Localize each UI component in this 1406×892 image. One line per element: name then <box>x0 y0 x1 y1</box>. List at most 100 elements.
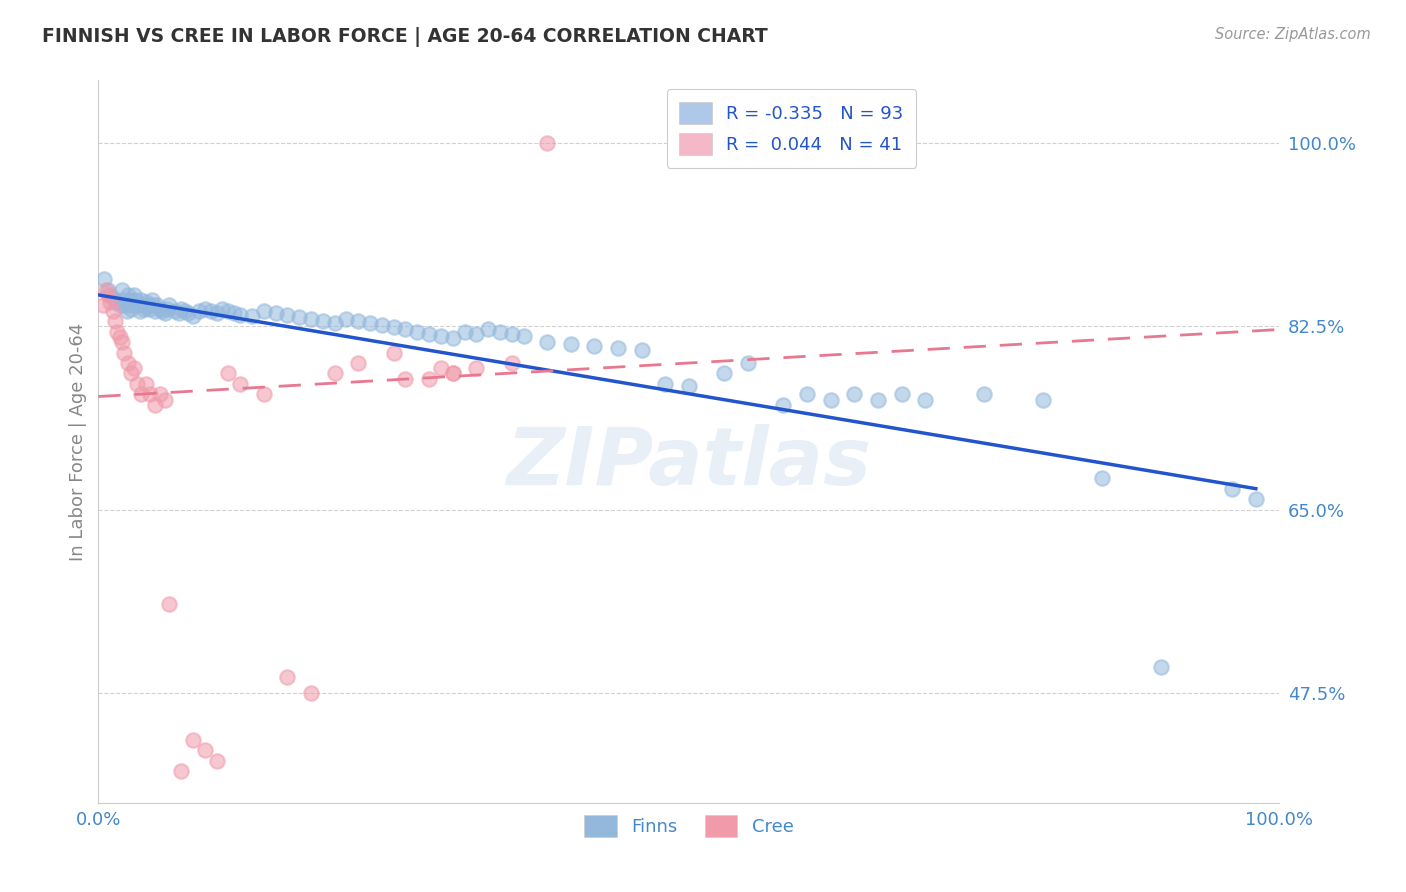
Point <box>441 367 464 381</box>
Point <box>418 326 440 341</box>
Point <box>371 318 394 333</box>
Point <box>177 306 200 320</box>
Point <box>312 314 335 328</box>
Point <box>157 597 180 611</box>
Point <box>153 306 176 320</box>
Point <box>465 326 488 341</box>
Point <box>441 331 464 345</box>
Point <box>973 387 995 401</box>
Point <box>335 312 357 326</box>
Point <box>111 334 134 349</box>
Point <box>430 328 453 343</box>
Point <box>890 387 912 401</box>
Point <box>165 303 187 318</box>
Text: ZIPatlas: ZIPatlas <box>506 425 872 502</box>
Point <box>194 743 217 757</box>
Point <box>394 372 416 386</box>
Point <box>128 303 150 318</box>
Point <box>229 376 252 391</box>
Point <box>224 306 246 320</box>
Point <box>866 392 889 407</box>
Point <box>124 293 146 308</box>
Point <box>108 298 131 312</box>
Point <box>323 316 346 330</box>
Point <box>170 764 193 779</box>
Point <box>105 295 128 310</box>
Point <box>240 309 263 323</box>
Point <box>264 306 287 320</box>
Point <box>117 288 139 302</box>
Point <box>796 387 818 401</box>
Point <box>136 298 159 312</box>
Point <box>288 310 311 324</box>
Point <box>489 325 512 339</box>
Point <box>382 320 405 334</box>
Point <box>111 293 134 308</box>
Point <box>418 372 440 386</box>
Point <box>108 330 131 344</box>
Point <box>820 392 842 407</box>
Point <box>101 291 124 305</box>
Point <box>105 325 128 339</box>
Point <box>453 325 475 339</box>
Point <box>1032 392 1054 407</box>
Point <box>134 301 156 316</box>
Point <box>465 361 488 376</box>
Point <box>560 337 582 351</box>
Point <box>359 316 381 330</box>
Point <box>737 356 759 370</box>
Point <box>117 356 139 370</box>
Point <box>1220 482 1243 496</box>
Point <box>844 387 866 401</box>
Point <box>122 288 145 302</box>
Point <box>129 387 152 401</box>
Point <box>501 356 523 370</box>
Point <box>772 398 794 412</box>
Point <box>146 298 169 312</box>
Point <box>406 325 429 339</box>
Point <box>607 342 630 356</box>
Point <box>205 754 228 768</box>
Point <box>347 356 370 370</box>
Point <box>132 298 155 312</box>
Point <box>181 733 204 747</box>
Point <box>583 339 606 353</box>
Point <box>97 283 120 297</box>
Point <box>630 343 652 358</box>
Point <box>394 322 416 336</box>
Point <box>118 293 141 308</box>
Point <box>382 345 405 359</box>
Point <box>97 288 120 302</box>
Point <box>200 303 222 318</box>
Point <box>122 361 145 376</box>
Point <box>194 301 217 316</box>
Point <box>347 314 370 328</box>
Point <box>121 301 143 316</box>
Point <box>149 387 172 401</box>
Point <box>187 303 209 318</box>
Text: Source: ZipAtlas.com: Source: ZipAtlas.com <box>1215 27 1371 42</box>
Point <box>229 308 252 322</box>
Point <box>141 293 163 308</box>
Point <box>1244 492 1267 507</box>
Point <box>323 367 346 381</box>
Point <box>205 306 228 320</box>
Point <box>101 303 124 318</box>
Point <box>127 298 149 312</box>
Point <box>713 367 735 381</box>
Point <box>127 376 149 391</box>
Point <box>1091 471 1114 485</box>
Point <box>93 272 115 286</box>
Point <box>678 379 700 393</box>
Point <box>143 303 166 318</box>
Point <box>276 308 298 322</box>
Point <box>135 376 157 391</box>
Point <box>536 334 558 349</box>
Point <box>167 306 190 320</box>
Point <box>142 298 165 312</box>
Point <box>143 398 166 412</box>
Point <box>112 345 135 359</box>
Point <box>299 312 322 326</box>
Point <box>299 686 322 700</box>
Point <box>120 298 142 312</box>
